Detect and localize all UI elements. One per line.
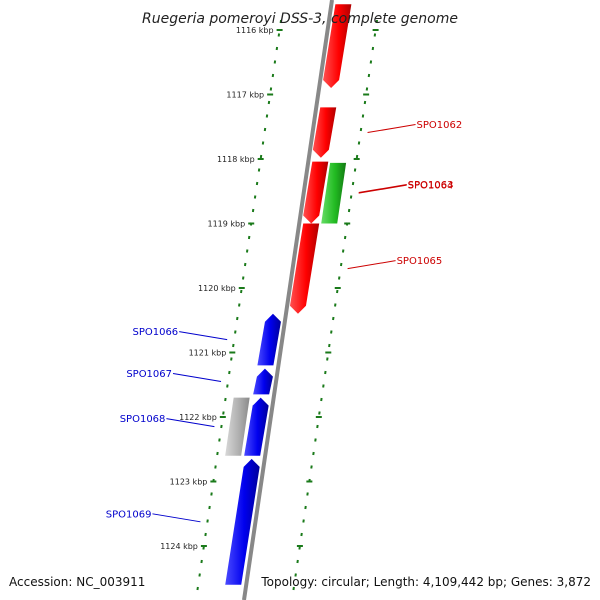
tick-label: 1120 kbp xyxy=(198,284,236,293)
label-leader xyxy=(358,184,407,194)
gene-arrow xyxy=(289,223,320,314)
genome-backbone xyxy=(242,0,334,600)
tick-label: 1117 kbp xyxy=(226,91,264,100)
gene-label: SPO1065 xyxy=(397,256,443,267)
gene-label: SPO1066 xyxy=(132,327,178,338)
gene-arrow xyxy=(253,368,273,395)
label-leader xyxy=(367,124,416,134)
scale-ticks: 1116 kbp 1117 kbp 1118 kbp 1119 kbp 1120 kbp… xyxy=(160,26,379,551)
gene-arrow xyxy=(303,161,329,224)
gene-arrow xyxy=(257,313,281,366)
tick-label: 1122 kbp xyxy=(179,413,217,422)
gene-label: SPO1064 xyxy=(408,181,454,192)
gene-arrow xyxy=(244,397,269,456)
gene-arrow xyxy=(225,397,250,456)
gene-arrow xyxy=(225,458,260,585)
gene-arrow xyxy=(321,162,347,224)
label-leader xyxy=(358,184,407,194)
strand-guides xyxy=(196,19,379,591)
tick-label: 1119 kbp xyxy=(208,220,246,229)
tick-label: 1116 kbp xyxy=(236,26,274,35)
gene-label: SPO1069 xyxy=(106,509,152,520)
gene-arrow xyxy=(312,107,337,158)
tick-label: 1124 kbp xyxy=(160,542,198,551)
label-leader xyxy=(152,513,201,523)
tick-label: 1121 kbp xyxy=(189,349,227,358)
tick-label: 1118 kbp xyxy=(217,155,255,164)
accession-text: Accession: NC_003911 xyxy=(9,575,145,589)
gene-arrow xyxy=(323,4,352,89)
gene-label: SPO1063 xyxy=(408,180,454,191)
genes xyxy=(225,4,352,585)
topology-text: Topology: circular; Length: 4,109,442 bp… xyxy=(260,575,591,589)
map-title: Ruegeria pomeroyi DSS-3, complete genome xyxy=(142,11,458,27)
gene-label: SPO1068 xyxy=(120,414,166,425)
gene-label: SPO1062 xyxy=(417,120,463,131)
label-leader xyxy=(179,331,228,341)
gene-label: SPO1067 xyxy=(126,369,172,380)
label-leader xyxy=(347,260,396,270)
tick-label: 1123 kbp xyxy=(170,478,208,487)
label-leader xyxy=(166,418,215,428)
label-leader xyxy=(172,373,222,383)
